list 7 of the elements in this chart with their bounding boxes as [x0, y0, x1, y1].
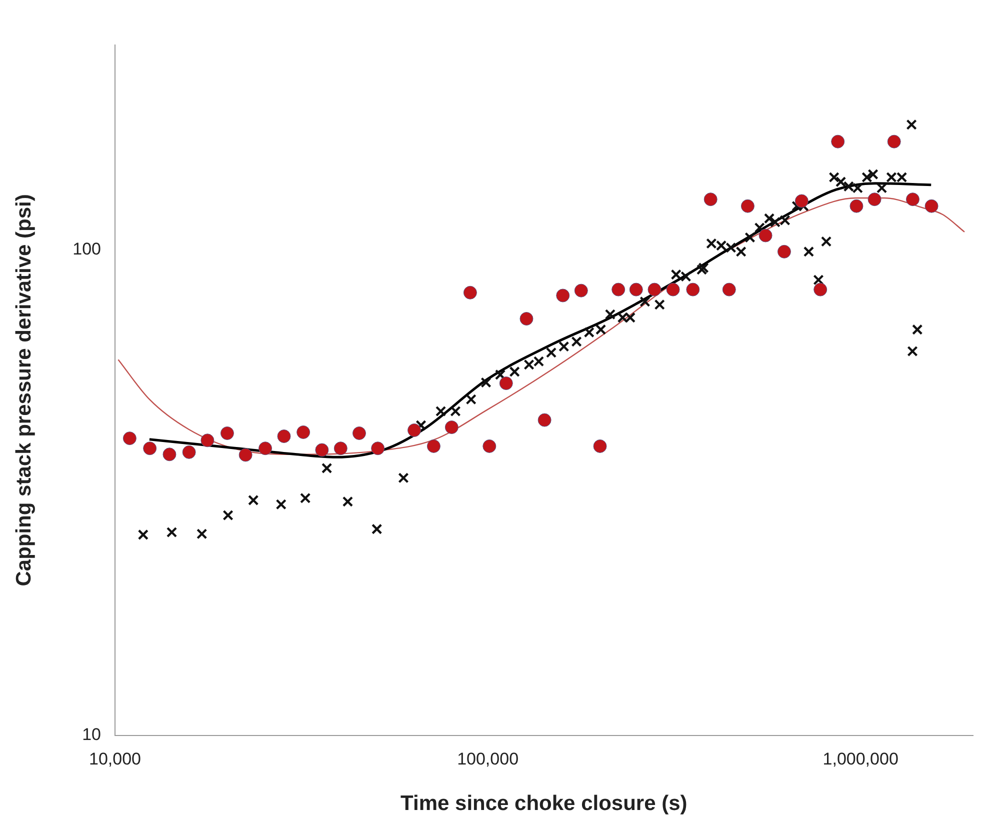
x-tick-label: 100,000 — [457, 749, 519, 768]
y-tick-label: 10 — [82, 725, 101, 744]
x-tick-label: 1,000,000 — [822, 749, 898, 768]
x-axis-title: Time since choke closure (s) — [400, 792, 688, 816]
y-axis-title: Capping stack pressure derivative (psi) — [12, 194, 36, 586]
y-tick-label: 100 — [72, 239, 101, 258]
x-tick-label: 10,000 — [89, 749, 141, 768]
